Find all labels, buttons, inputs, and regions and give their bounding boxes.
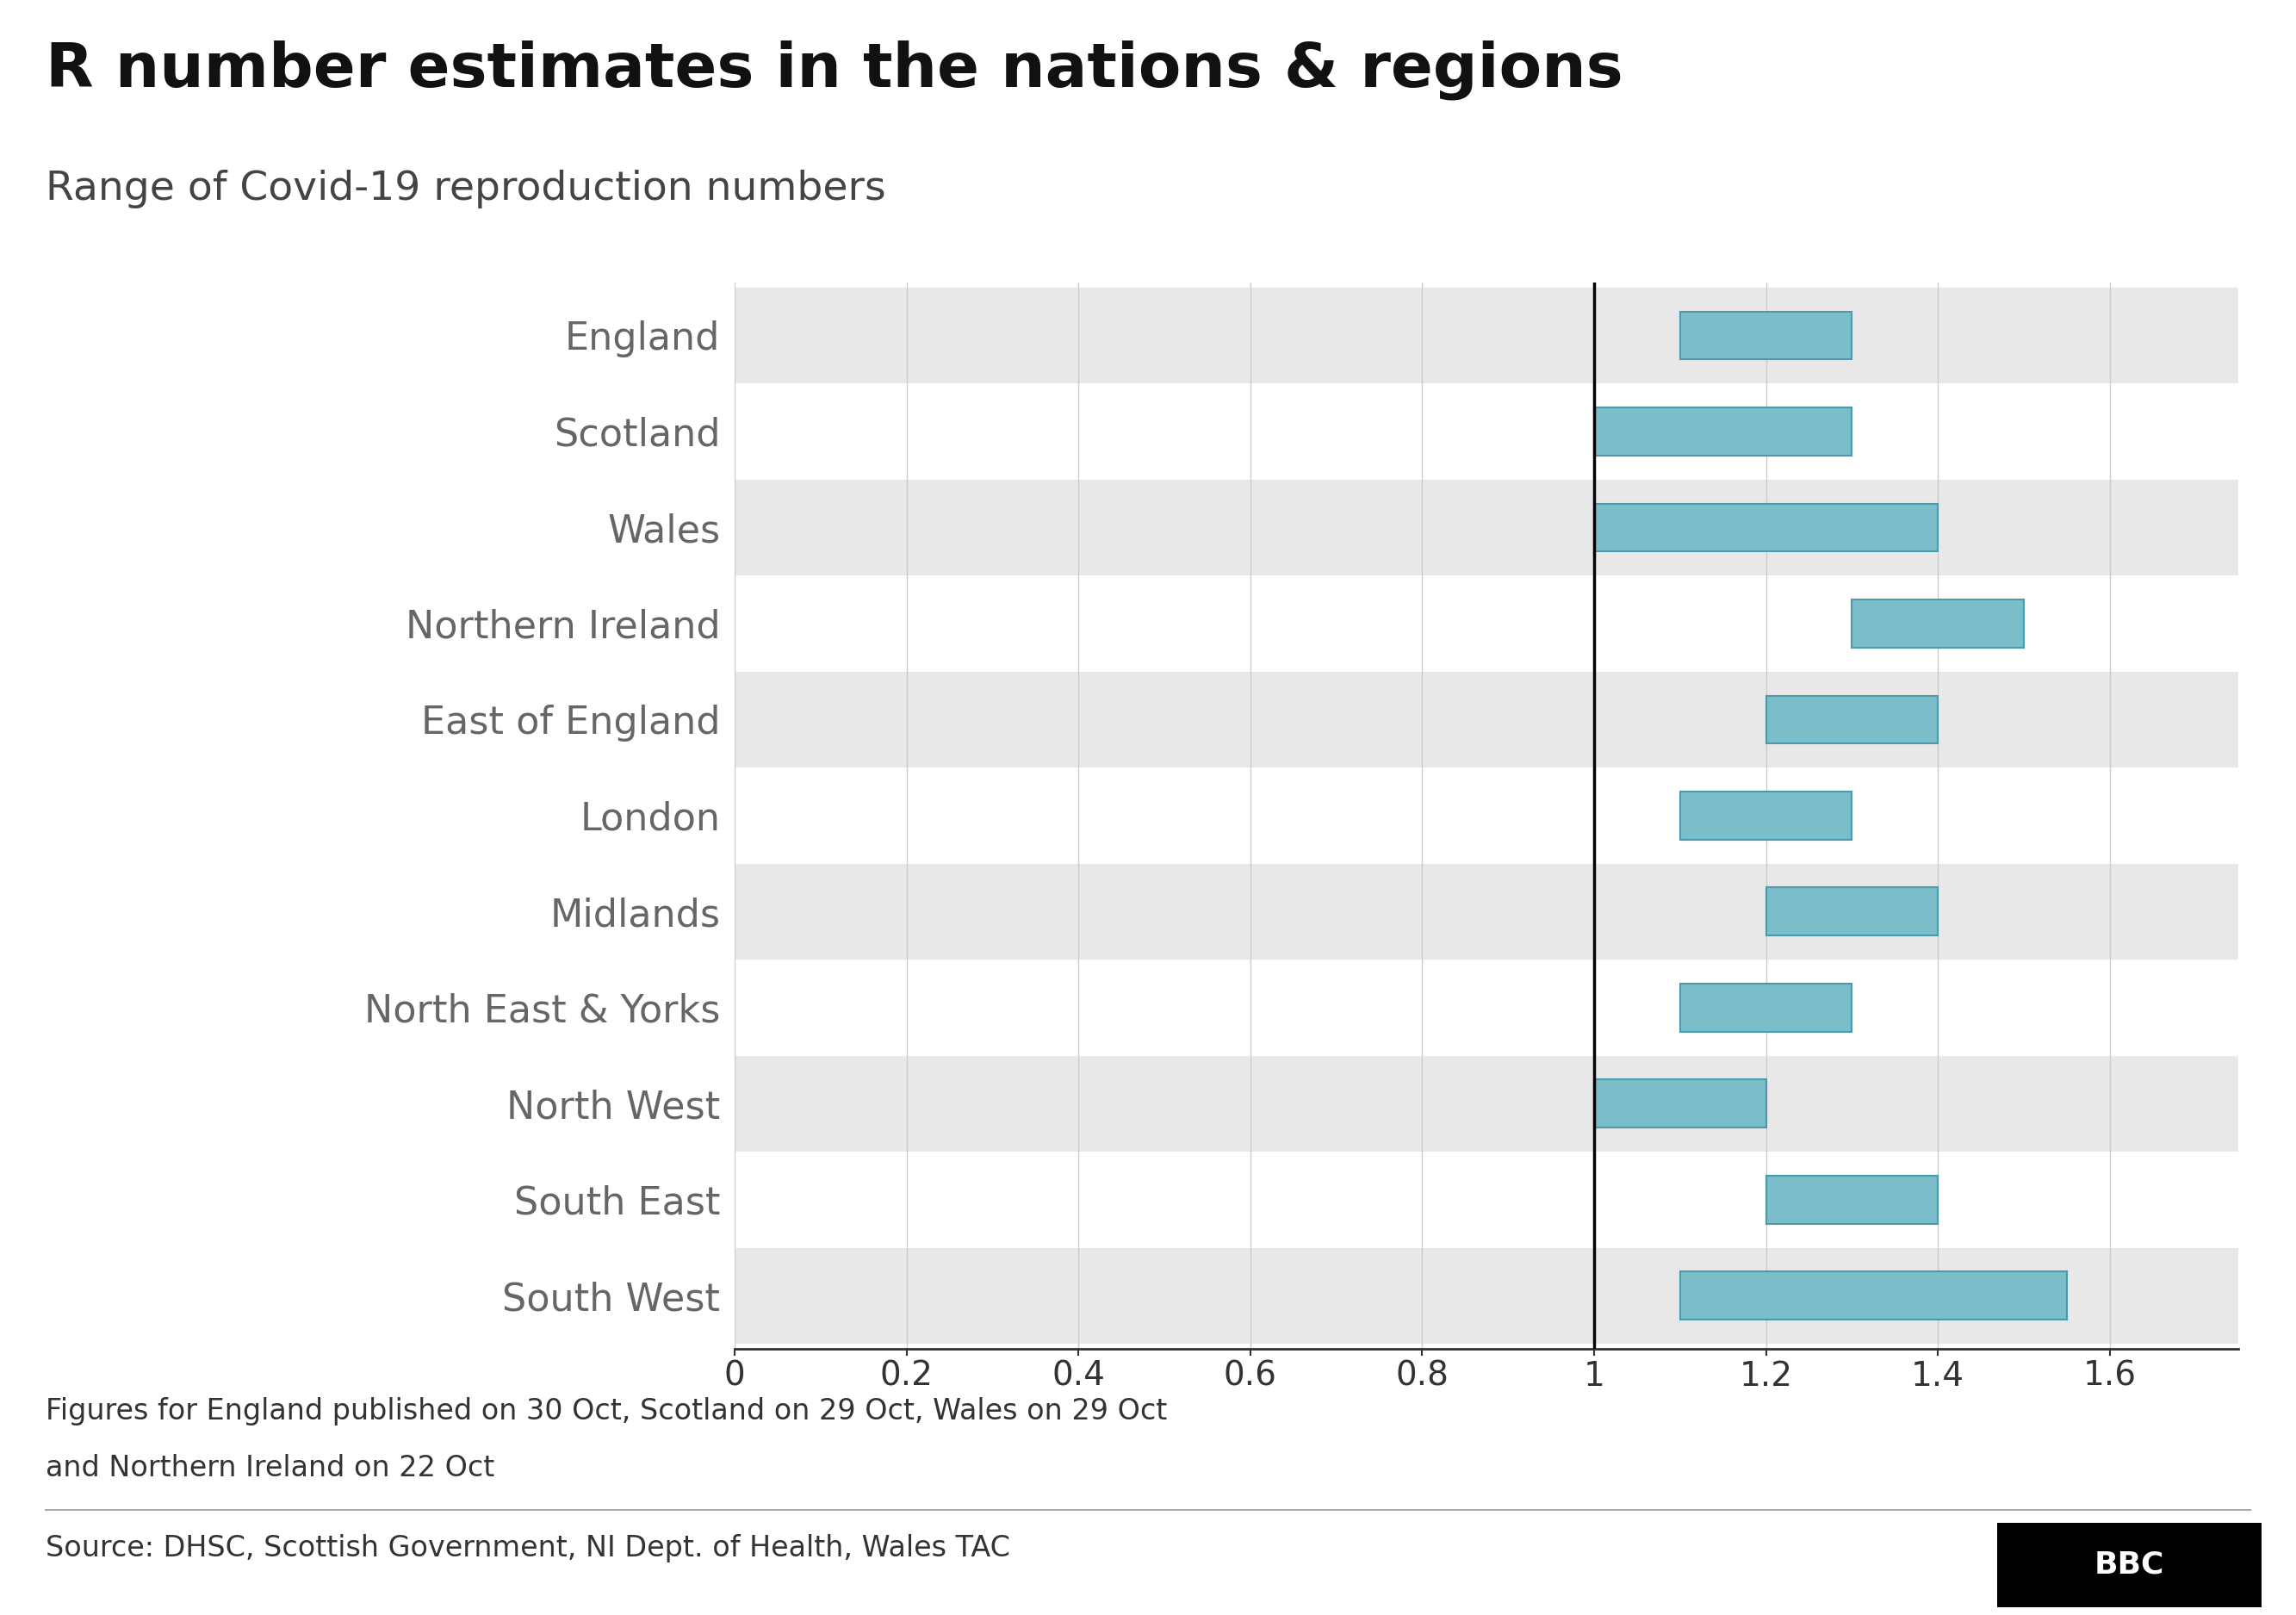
Bar bbox=[735, 959, 2239, 1056]
Bar bbox=[1853, 599, 2023, 648]
Bar bbox=[735, 864, 2239, 959]
Bar bbox=[735, 575, 2239, 672]
Bar bbox=[1681, 791, 1853, 840]
Bar bbox=[735, 1056, 2239, 1151]
Bar bbox=[735, 767, 2239, 864]
Bar bbox=[1593, 504, 1938, 551]
Bar bbox=[735, 1151, 2239, 1248]
Bar bbox=[735, 480, 2239, 575]
Bar bbox=[735, 383, 2239, 480]
Bar bbox=[1681, 312, 1853, 360]
Text: Figures for England published on 30 Oct, Scotland on 29 Oct, Wales on 29 Oct: Figures for England published on 30 Oct,… bbox=[46, 1397, 1166, 1426]
Text: Source: DHSC, Scottish Government, NI Dept. of Health, Wales TAC: Source: DHSC, Scottish Government, NI De… bbox=[46, 1534, 1010, 1563]
Bar bbox=[1593, 1080, 1766, 1127]
Text: Range of Covid-19 reproduction numbers: Range of Covid-19 reproduction numbers bbox=[46, 170, 886, 208]
Bar bbox=[1681, 1271, 2066, 1319]
Bar bbox=[735, 1248, 2239, 1344]
Bar bbox=[1593, 407, 1853, 455]
Bar bbox=[735, 672, 2239, 767]
Bar bbox=[1766, 888, 1938, 935]
Text: and Northern Ireland on 22 Oct: and Northern Ireland on 22 Oct bbox=[46, 1454, 496, 1483]
Bar bbox=[1681, 984, 1853, 1032]
Bar bbox=[1766, 1176, 1938, 1224]
Bar bbox=[1766, 696, 1938, 743]
Text: BBC: BBC bbox=[2094, 1550, 2165, 1579]
Text: R number estimates in the nations & regions: R number estimates in the nations & regi… bbox=[46, 40, 1623, 100]
Bar bbox=[735, 287, 2239, 383]
